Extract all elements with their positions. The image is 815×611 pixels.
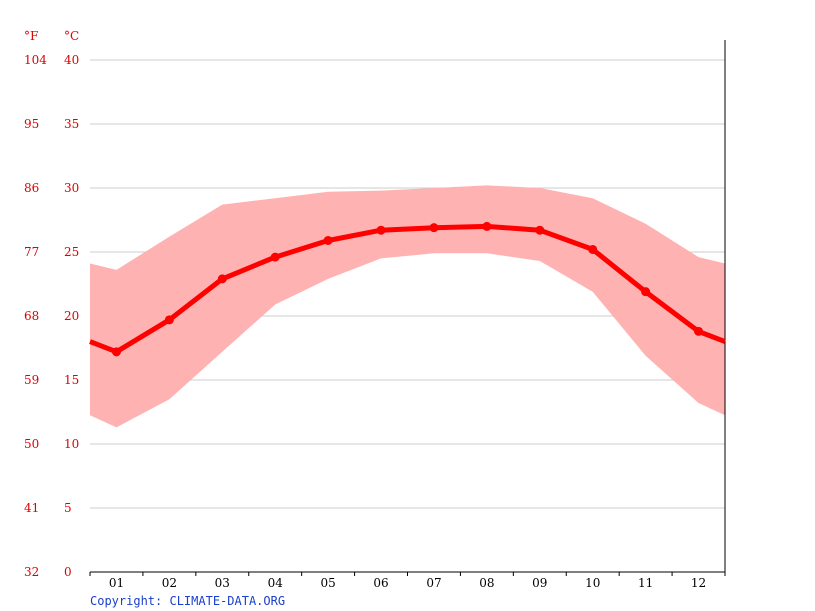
mean-temperature-series (89, 223, 726, 355)
y-tick-label-f: 50 (24, 437, 39, 451)
y-tick-label-c: 5 (64, 501, 72, 515)
y-tick-label-f: 41 (24, 501, 39, 515)
y-tick-label-c: 10 (64, 437, 79, 451)
y-tick-label-c: 0 (64, 565, 72, 579)
y-tick-label-f: 59 (24, 373, 39, 387)
y-tick-label-f: 104 (24, 53, 47, 67)
y-tick-label-c: 30 (64, 181, 79, 195)
x-tick-label: 09 (532, 576, 547, 590)
copyright-link[interactable]: Copyright: CLIMATE-DATA.ORG (90, 594, 286, 608)
mean-temperature-point (323, 235, 333, 245)
unit-fahrenheit-label: °F (24, 29, 38, 43)
axes (89, 40, 726, 576)
y-tick-label-f: 95 (24, 117, 39, 131)
mean-temperature-point (164, 315, 174, 325)
y-tick-label-c: 35 (64, 117, 79, 131)
mean-temperature-point (588, 244, 598, 254)
temperature-range-band (90, 185, 725, 428)
y-tick-label-f: 77 (24, 245, 39, 259)
x-tick-label: 05 (320, 576, 335, 590)
mean-temperature-point (429, 223, 439, 233)
x-tick-label: 01 (109, 576, 124, 590)
y-tick-label-c: 20 (64, 309, 79, 323)
mean-temperature-point (641, 287, 651, 297)
x-tick-label: 08 (479, 576, 494, 590)
x-tick-label: 07 (426, 576, 441, 590)
y-tick-labels: 104 40 95 35 86 30 77 25 68 20 59 15 50 10 41 5 32 0 (24, 53, 79, 579)
x-tick-label: 04 (268, 576, 284, 590)
mean-temperature-point (535, 225, 545, 235)
y-tick-label-f: 32 (24, 565, 39, 579)
mean-temperature-point (111, 347, 121, 357)
x-tick-label: 03 (215, 576, 230, 590)
x-tick-label: 06 (373, 576, 388, 590)
x-tick-label: 02 (162, 576, 177, 590)
mean-temperature-point (482, 221, 492, 231)
mean-temperature-point (694, 326, 704, 336)
mean-temperature-points (111, 221, 704, 357)
mean-temperature-point (217, 274, 227, 284)
y-tick-label-c: 15 (64, 373, 79, 387)
unit-celsius-label: °C (64, 29, 79, 43)
mean-temperature-point (376, 225, 386, 235)
x-tick-label: 10 (585, 576, 600, 590)
y-tick-label-c: 40 (64, 53, 79, 67)
mean-temperature-point (270, 252, 280, 262)
y-tick-label-f: 86 (24, 181, 39, 195)
x-tick-labels: 01 02 03 04 05 06 07 08 09 10 11 12 (109, 576, 706, 590)
y-tick-label-f: 68 (24, 309, 39, 323)
x-tick-label: 12 (691, 576, 706, 590)
x-tick-label: 11 (638, 576, 653, 590)
mean-temperature-line (89, 223, 726, 355)
y-tick-label-c: 25 (64, 245, 79, 259)
